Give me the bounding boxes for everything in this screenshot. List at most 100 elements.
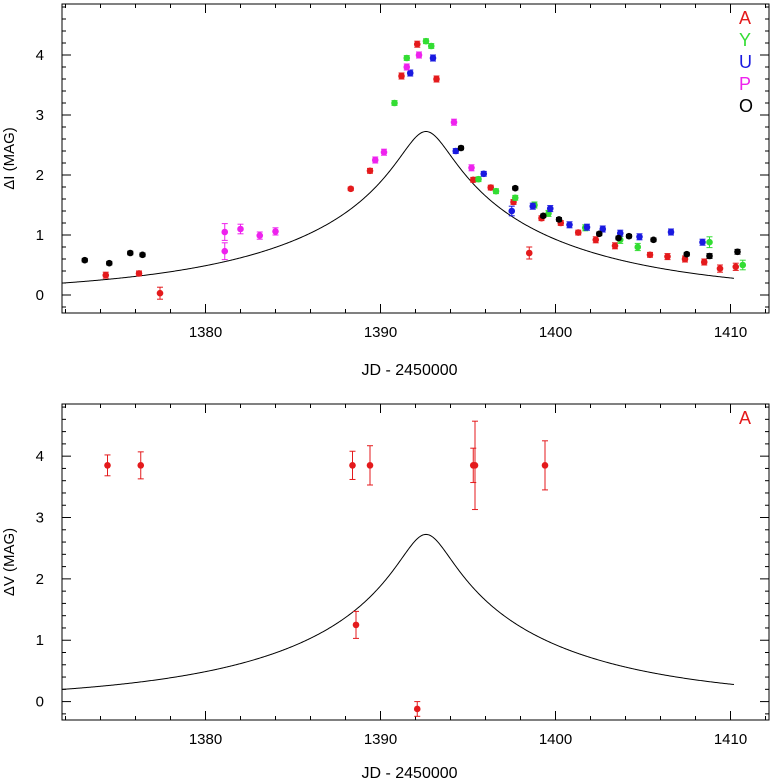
model-curve bbox=[61, 131, 735, 284]
data-point bbox=[646, 251, 654, 259]
series-P bbox=[221, 51, 475, 261]
y-tick-label: 2 bbox=[36, 167, 44, 184]
data-point bbox=[380, 148, 388, 156]
data-point bbox=[634, 243, 642, 251]
series-A bbox=[104, 420, 549, 717]
series-A bbox=[102, 40, 740, 300]
y-tick-label: 1 bbox=[36, 632, 44, 649]
data-point bbox=[403, 54, 411, 62]
data-point bbox=[683, 250, 691, 258]
legend-entry: U bbox=[739, 52, 752, 72]
data-point bbox=[237, 225, 244, 233]
data-point bbox=[433, 75, 440, 83]
data-point bbox=[492, 187, 500, 195]
y-axis-label: ΔI (MAG) bbox=[1, 127, 18, 190]
data-point bbox=[739, 261, 747, 269]
y-tick-label: 4 bbox=[36, 448, 44, 465]
top-panel-i-band: 1380 1390 1400 1410 0 1 2 3 4 JD - 2450000 ΔI (MAG… bbox=[1, 3, 770, 379]
data-point bbox=[371, 156, 379, 164]
legend-entry: A bbox=[739, 8, 751, 28]
series-O bbox=[81, 144, 741, 267]
data-point bbox=[403, 63, 411, 71]
data-point bbox=[468, 164, 475, 172]
y-tick-label: 2 bbox=[36, 571, 44, 588]
data-point bbox=[595, 230, 603, 238]
y-tick-label: 3 bbox=[36, 107, 44, 124]
data-point bbox=[135, 270, 143, 277]
y-axis-label: ΔV (MAG) bbox=[1, 528, 18, 596]
data-point bbox=[366, 462, 374, 469]
legend-entry: P bbox=[739, 74, 751, 94]
data-point bbox=[611, 242, 619, 250]
data-point bbox=[457, 144, 465, 152]
data-point bbox=[139, 251, 146, 259]
x-tick-label: 1400 bbox=[539, 731, 572, 748]
x-tick-label: 1390 bbox=[364, 731, 397, 748]
data-point bbox=[406, 69, 414, 77]
legend-entry: A bbox=[739, 408, 751, 428]
data-point bbox=[699, 238, 706, 246]
data-point bbox=[413, 40, 421, 48]
data-point bbox=[700, 258, 708, 266]
data-point bbox=[413, 705, 421, 713]
data-point bbox=[347, 185, 355, 193]
x-axis-label: JD - 2450000 bbox=[361, 765, 457, 782]
series-Y bbox=[391, 37, 747, 271]
data-point bbox=[480, 170, 488, 178]
x-tick-label: 1400 bbox=[539, 324, 572, 341]
x-tick-label: 1410 bbox=[714, 731, 747, 748]
data-point bbox=[566, 221, 573, 229]
x-tick-label: 1380 bbox=[189, 731, 222, 748]
data-point bbox=[625, 232, 633, 240]
data-point bbox=[555, 216, 563, 223]
data-point bbox=[272, 228, 279, 235]
data-point bbox=[667, 228, 675, 236]
plot-frame bbox=[61, 3, 770, 314]
data-point bbox=[137, 462, 145, 469]
legend-entry: Y bbox=[739, 30, 751, 50]
data-point bbox=[102, 271, 110, 279]
plot-frame bbox=[61, 403, 770, 721]
x-tick-label: 1410 bbox=[714, 324, 747, 341]
data-point bbox=[398, 72, 405, 80]
data-point bbox=[529, 202, 537, 210]
data-point bbox=[706, 238, 713, 246]
y-tick-label: 4 bbox=[36, 47, 44, 64]
data-point bbox=[539, 212, 547, 220]
data-point bbox=[664, 253, 671, 260]
y-tick-label: 0 bbox=[36, 694, 44, 711]
data-point bbox=[126, 249, 134, 257]
x-tick-label: 1390 bbox=[364, 324, 397, 341]
data-point bbox=[574, 229, 582, 236]
data-point bbox=[452, 147, 460, 155]
model-curve bbox=[61, 533, 735, 690]
data-point bbox=[716, 265, 724, 272]
data-point bbox=[636, 233, 643, 241]
data-point bbox=[391, 99, 398, 107]
data-point bbox=[706, 252, 713, 260]
x-tick-label: 1380 bbox=[189, 324, 222, 341]
data-point bbox=[487, 184, 495, 191]
legend-entry: O bbox=[739, 96, 753, 116]
data-point bbox=[546, 205, 554, 212]
data-point bbox=[105, 259, 113, 267]
data-point bbox=[366, 167, 374, 175]
data-point bbox=[615, 234, 622, 242]
bottom-panel-v-band: 1380 1390 1400 1410 0 1 2 3 4 JD - 2450000 ΔV (MAG… bbox=[1, 403, 770, 782]
data-point bbox=[469, 176, 477, 184]
data-point bbox=[471, 462, 479, 469]
data-point bbox=[450, 118, 458, 126]
data-point bbox=[592, 236, 600, 244]
data-point bbox=[511, 194, 519, 202]
data-point bbox=[650, 236, 657, 244]
data-point bbox=[415, 51, 423, 59]
data-point bbox=[352, 621, 360, 629]
y-tick-label: 3 bbox=[36, 510, 44, 527]
data-point bbox=[349, 462, 356, 469]
y-tick-label: 0 bbox=[36, 287, 44, 304]
data-point bbox=[81, 256, 89, 264]
data-point bbox=[511, 184, 519, 192]
data-point bbox=[732, 263, 740, 271]
data-point bbox=[104, 462, 111, 469]
